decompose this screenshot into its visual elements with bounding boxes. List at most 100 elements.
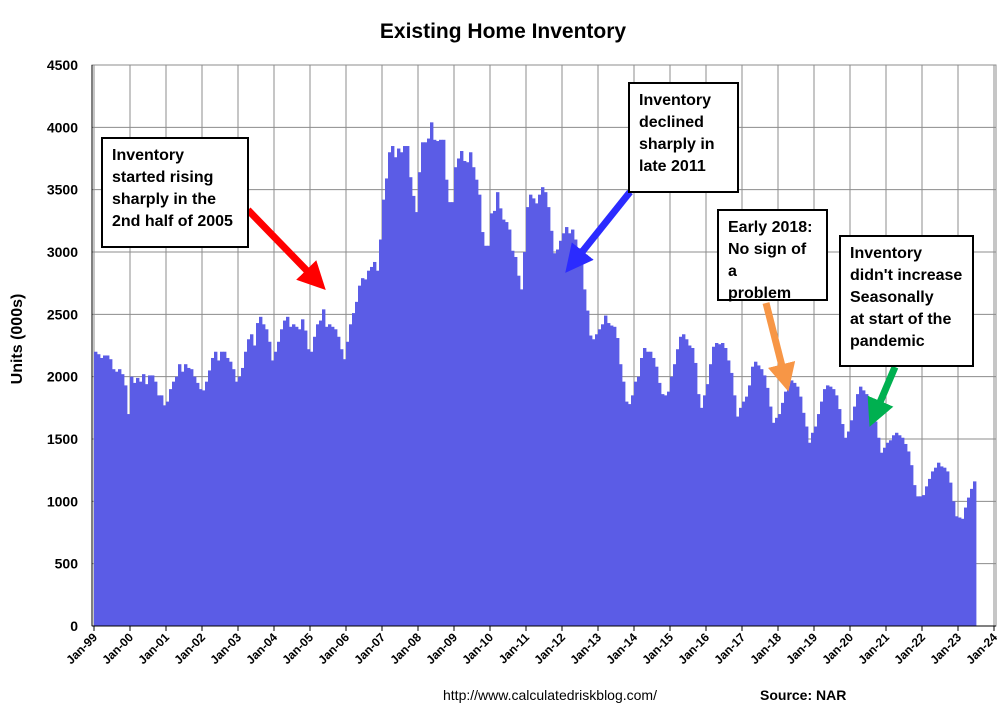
- bar: [277, 341, 281, 626]
- bar: [799, 396, 803, 626]
- bar: [571, 229, 575, 626]
- annotation-arrow-red: [245, 207, 326, 291]
- x-tick-label: Jan-24: [963, 630, 1000, 667]
- x-tick-label: Jan-14: [603, 630, 640, 667]
- bar: [568, 233, 572, 627]
- bar: [520, 289, 524, 626]
- bar: [943, 467, 947, 626]
- y-tick-label: 4000: [47, 119, 78, 135]
- bar: [409, 177, 413, 626]
- x-tick-label: Jan-18: [747, 630, 784, 667]
- chart-title: Existing Home Inventory: [379, 20, 627, 43]
- bar: [865, 394, 869, 626]
- bar: [589, 335, 593, 626]
- x-tick-label: Jan-04: [243, 630, 280, 667]
- bar: [838, 409, 842, 626]
- bar: [952, 501, 956, 626]
- bar: [169, 389, 173, 626]
- bar: [130, 376, 134, 626]
- bar: [325, 326, 329, 626]
- bar: [400, 152, 404, 626]
- bar: [877, 437, 881, 626]
- bar: [718, 344, 722, 626]
- x-tick-label: Jan-11: [496, 630, 533, 667]
- bar: [973, 481, 977, 626]
- bar: [103, 355, 107, 626]
- bar-series: [94, 122, 977, 627]
- bar: [874, 421, 878, 626]
- bar: [772, 422, 776, 626]
- bar: [157, 395, 161, 626]
- bar: [631, 395, 635, 626]
- bar: [526, 207, 530, 626]
- bar: [316, 324, 320, 626]
- bar: [232, 369, 236, 626]
- bar: [478, 194, 482, 627]
- bar: [364, 279, 368, 626]
- bar: [502, 219, 506, 626]
- bar: [652, 357, 656, 626]
- y-tick-label: 4500: [47, 57, 78, 73]
- bar: [391, 146, 395, 627]
- bar: [475, 179, 479, 626]
- bar: [124, 385, 128, 626]
- bar: [304, 330, 308, 626]
- bar: [961, 518, 965, 626]
- bar: [172, 381, 176, 626]
- bar: [349, 324, 353, 626]
- bar: [517, 275, 521, 626]
- x-tick-label: Jan-09: [423, 630, 460, 667]
- bar: [112, 369, 116, 626]
- bar: [490, 213, 494, 626]
- bar: [217, 360, 221, 626]
- bar: [814, 426, 818, 626]
- bar: [895, 432, 899, 626]
- bar: [109, 359, 113, 626]
- bar: [910, 465, 914, 626]
- bar: [280, 329, 284, 626]
- bar: [613, 326, 617, 626]
- bar: [292, 324, 296, 626]
- bar: [727, 360, 731, 626]
- bar: [247, 339, 251, 626]
- bar: [367, 270, 371, 626]
- bar: [829, 386, 833, 626]
- bar: [619, 364, 623, 626]
- bar: [175, 376, 179, 626]
- bar: [604, 315, 608, 626]
- bar: [598, 329, 602, 626]
- bar: [808, 442, 812, 626]
- bar: [454, 167, 458, 626]
- bar: [958, 517, 962, 626]
- bar: [307, 349, 311, 626]
- bar: [709, 364, 713, 626]
- bar: [262, 324, 266, 626]
- bar: [841, 424, 845, 626]
- bar: [559, 240, 563, 626]
- bar: [190, 369, 194, 626]
- bar: [661, 394, 665, 626]
- bar: [100, 357, 104, 626]
- bar: [784, 391, 788, 626]
- axes: [91, 64, 997, 631]
- bar: [373, 261, 377, 626]
- bar: [577, 248, 581, 626]
- bar: [160, 395, 164, 626]
- bar: [775, 417, 779, 626]
- bar: [193, 376, 197, 626]
- bar: [679, 336, 683, 626]
- bar: [433, 139, 437, 627]
- bar: [406, 146, 410, 627]
- bar: [226, 357, 230, 626]
- bar: [940, 466, 944, 626]
- bar: [505, 222, 509, 626]
- bar: [457, 158, 461, 626]
- bar: [886, 442, 890, 626]
- bar: [553, 253, 557, 626]
- bar: [925, 486, 929, 626]
- bar: [514, 256, 518, 626]
- bar: [733, 395, 737, 626]
- x-tick-label: Jan-08: [387, 630, 424, 667]
- bar: [790, 380, 794, 626]
- bar: [166, 401, 170, 626]
